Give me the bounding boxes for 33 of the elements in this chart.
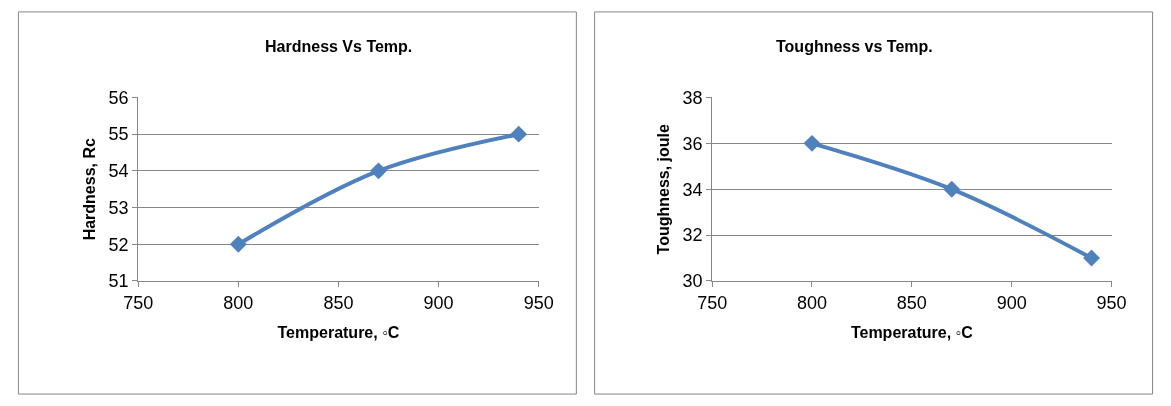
y-tick-label: 55 bbox=[108, 124, 129, 145]
point bbox=[229, 235, 247, 253]
y-tick-label: 53 bbox=[108, 197, 129, 218]
y-tick-label: 38 bbox=[682, 87, 703, 108]
x-tick-label: 950 bbox=[523, 292, 554, 313]
y-tick-label: 56 bbox=[108, 87, 129, 108]
x-tick-label: 750 bbox=[123, 292, 154, 313]
x-tick-label: 800 bbox=[223, 292, 254, 313]
y-tick-label: 34 bbox=[682, 179, 703, 200]
point bbox=[510, 125, 528, 143]
y-tick-label: 52 bbox=[108, 234, 129, 255]
x-axis-title: Temperature, ◦C bbox=[277, 324, 400, 342]
x-tick-label: 900 bbox=[423, 292, 454, 313]
x-tick-label: 750 bbox=[697, 292, 728, 313]
chart-title: Toughness vs Temp. bbox=[776, 38, 933, 55]
y-axis-title: Hardness, Rc bbox=[81, 137, 99, 241]
x-tick-label: 850 bbox=[896, 292, 927, 313]
y-tick-label: 32 bbox=[682, 225, 703, 246]
point bbox=[943, 180, 961, 198]
x-axis-title: Temperature, ◦C bbox=[850, 324, 974, 342]
x-tick-label: 800 bbox=[796, 292, 828, 313]
x-tick-label: 850 bbox=[323, 292, 354, 313]
point bbox=[1083, 249, 1100, 267]
x-tick-label: 900 bbox=[996, 292, 1027, 313]
y-tick-label: 51 bbox=[108, 271, 129, 292]
y-axis-title: Toughness, joule bbox=[655, 123, 673, 255]
chart-title: Hardness Vs Temp. bbox=[265, 38, 413, 55]
y-tick-label: 54 bbox=[108, 161, 129, 182]
y-tick-label: 36 bbox=[682, 133, 703, 154]
point bbox=[370, 162, 387, 180]
point bbox=[803, 134, 821, 152]
x-tick-label: 950 bbox=[1096, 292, 1127, 313]
y-tick-label: 30 bbox=[682, 271, 703, 292]
